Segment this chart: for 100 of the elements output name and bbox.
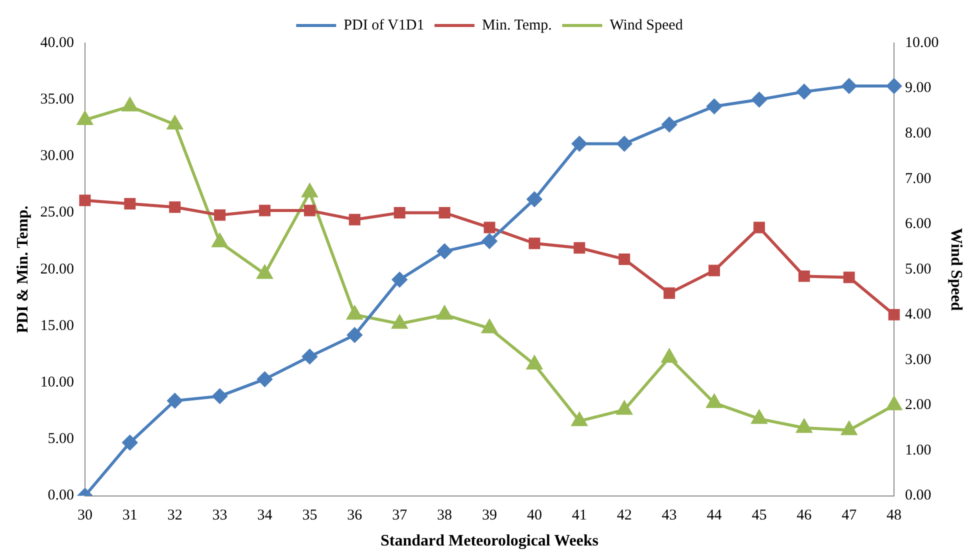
point — [616, 136, 632, 152]
x-tick-label: 46 — [796, 508, 812, 524]
point — [753, 222, 765, 234]
point — [124, 198, 136, 210]
point — [886, 396, 902, 410]
y-tick-label: 15.00 — [40, 318, 74, 334]
y2-tick-label: 8.00 — [905, 125, 932, 142]
y-tick-label: 0.00 — [48, 488, 74, 504]
point — [752, 92, 767, 108]
point — [348, 214, 360, 226]
y2-tick-label: 6.00 — [905, 216, 932, 232]
point — [798, 270, 810, 282]
x-tick-label: 45 — [752, 508, 767, 524]
x-tick-label: 41 — [572, 508, 587, 524]
x-tick-label: 39 — [482, 508, 497, 524]
point — [122, 98, 138, 112]
x-tick-label: 47 — [842, 508, 858, 524]
point — [122, 435, 138, 450]
point — [347, 306, 362, 320]
y2-tick-label: 5.00 — [905, 261, 932, 278]
point — [347, 328, 362, 343]
point — [662, 117, 677, 132]
point — [394, 207, 406, 219]
point — [212, 234, 228, 248]
point — [302, 349, 318, 364]
point — [212, 388, 228, 404]
point — [302, 184, 318, 198]
point — [572, 136, 587, 152]
point — [482, 320, 498, 334]
y-tick-label: 10.00 — [40, 374, 74, 391]
point — [526, 356, 542, 370]
point — [482, 234, 497, 249]
x-tick-label: 36 — [347, 508, 363, 524]
point — [484, 222, 496, 234]
x-tick-label: 32 — [167, 508, 182, 524]
point — [526, 192, 542, 207]
y2-tick-label: 7.00 — [905, 170, 932, 187]
y2-axis-title: Wind Speed — [947, 228, 964, 311]
point — [79, 194, 91, 206]
point — [706, 394, 722, 408]
point — [796, 84, 812, 100]
point — [662, 349, 677, 363]
point — [618, 253, 630, 265]
point — [436, 306, 452, 320]
point — [886, 78, 902, 94]
y2-tick-label: 4.00 — [905, 306, 932, 323]
x-tick-label: 40 — [526, 508, 542, 524]
y-tick-label: 30.00 — [40, 148, 74, 164]
point — [842, 422, 857, 436]
point — [708, 264, 720, 276]
y-tick-label: 40.00 — [40, 34, 74, 51]
x-tick-label: 31 — [122, 508, 138, 524]
point — [392, 315, 408, 329]
x-tick-label: 42 — [616, 508, 632, 524]
point — [616, 401, 632, 415]
x-tick-label: 30 — [77, 508, 92, 524]
x-tick-label: 38 — [437, 508, 452, 524]
y2-tick-label: 2.00 — [905, 397, 932, 414]
point — [257, 372, 272, 387]
legend-label: Min. Temp. — [482, 17, 552, 34]
point — [842, 78, 857, 94]
y-tick-label: 25.00 — [40, 204, 74, 221]
point — [664, 287, 676, 299]
point — [169, 201, 181, 213]
point — [167, 393, 182, 408]
point — [888, 308, 900, 320]
point — [528, 238, 540, 250]
point — [796, 419, 812, 433]
y2-tick-label: 3.00 — [905, 352, 932, 368]
x-tick-label: 33 — [212, 508, 228, 524]
x-axis-title: Standard Meteorological Weeks — [380, 532, 599, 550]
point — [392, 272, 408, 288]
x-tick-label: 37 — [392, 508, 408, 524]
point — [259, 204, 270, 216]
x-tick-label: 35 — [302, 508, 318, 524]
y2-tick-label: 10.00 — [905, 34, 939, 51]
y-tick-label: 35.00 — [40, 92, 74, 108]
y-axis-title: PDI & Min. Temp. — [14, 206, 32, 334]
point — [304, 204, 316, 216]
point — [572, 412, 587, 426]
point — [437, 244, 452, 259]
point — [167, 116, 182, 130]
x-tick-label: 43 — [662, 508, 677, 524]
y-tick-label: 5.00 — [48, 431, 74, 448]
legend-label: PDI of V1D1 — [344, 17, 424, 34]
x-tick-label: 44 — [706, 508, 722, 524]
point — [257, 265, 272, 279]
point — [214, 209, 226, 221]
point — [438, 207, 450, 219]
y2-tick-label: 0.00 — [905, 488, 932, 504]
point — [843, 272, 855, 284]
point — [574, 242, 586, 254]
point — [706, 98, 722, 114]
y2-tick-label: 1.00 — [905, 442, 932, 458]
point — [77, 111, 93, 125]
x-tick-label: 34 — [257, 508, 273, 524]
legend-label: Wind Speed — [610, 17, 684, 34]
y-tick-label: 20.00 — [40, 261, 74, 278]
y2-tick-label: 9.00 — [905, 80, 932, 96]
x-tick-label: 48 — [886, 508, 902, 524]
